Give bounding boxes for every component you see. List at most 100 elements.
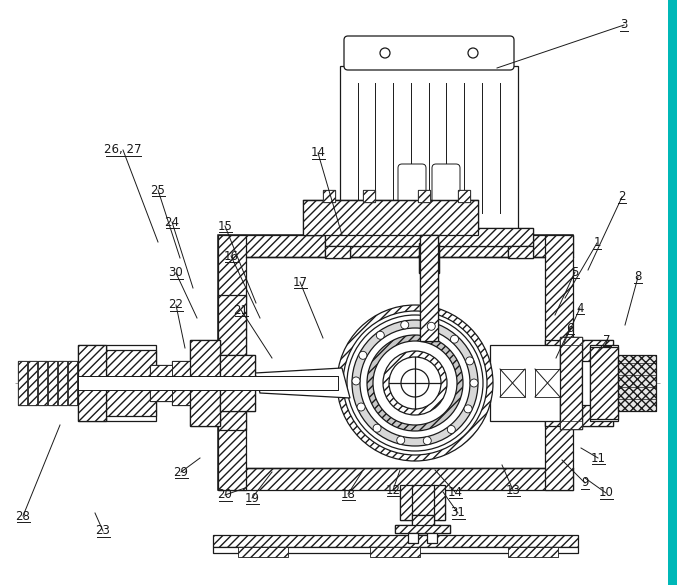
- Text: 13: 13: [506, 483, 521, 497]
- Circle shape: [347, 315, 483, 451]
- Text: 3: 3: [620, 19, 628, 32]
- Bar: [419, 243, 439, 273]
- Circle shape: [343, 311, 487, 455]
- Bar: [668, 0, 677, 585]
- Circle shape: [427, 322, 435, 331]
- Circle shape: [367, 335, 463, 431]
- Bar: [213, 535, 578, 547]
- Circle shape: [468, 48, 478, 58]
- Bar: [68, 361, 77, 405]
- FancyBboxPatch shape: [344, 36, 514, 70]
- Bar: [238, 547, 288, 557]
- Circle shape: [466, 357, 474, 365]
- Bar: [420, 235, 438, 273]
- Circle shape: [337, 305, 493, 461]
- Bar: [508, 246, 533, 258]
- Text: 14: 14: [447, 486, 462, 498]
- Bar: [106, 345, 156, 421]
- Circle shape: [450, 335, 458, 343]
- Circle shape: [360, 328, 470, 438]
- Bar: [106, 350, 156, 416]
- Circle shape: [352, 377, 360, 385]
- Bar: [340, 66, 518, 233]
- Text: 19: 19: [244, 491, 259, 504]
- Bar: [427, 533, 437, 543]
- Bar: [323, 190, 335, 202]
- Bar: [618, 355, 656, 411]
- Bar: [218, 295, 246, 430]
- Bar: [190, 340, 220, 426]
- Bar: [458, 190, 470, 202]
- Bar: [419, 243, 439, 273]
- Bar: [18, 361, 27, 405]
- Circle shape: [464, 405, 472, 413]
- Circle shape: [401, 369, 429, 397]
- Circle shape: [376, 331, 385, 339]
- Bar: [560, 337, 582, 429]
- Bar: [58, 361, 67, 405]
- Bar: [28, 361, 37, 405]
- Bar: [325, 228, 533, 246]
- Circle shape: [397, 436, 405, 444]
- Bar: [190, 340, 220, 426]
- Bar: [535, 369, 560, 397]
- Bar: [325, 228, 533, 246]
- Text: 7: 7: [603, 333, 611, 346]
- Bar: [420, 235, 438, 341]
- Bar: [545, 235, 573, 490]
- Bar: [400, 485, 445, 520]
- Bar: [48, 361, 57, 405]
- Bar: [38, 361, 47, 405]
- Circle shape: [359, 352, 367, 359]
- Text: 26, 27: 26, 27: [104, 143, 141, 157]
- Bar: [500, 369, 525, 397]
- Circle shape: [423, 437, 431, 445]
- Text: 6: 6: [566, 322, 573, 335]
- Bar: [78, 345, 106, 421]
- Text: 9: 9: [582, 477, 589, 490]
- Bar: [150, 365, 172, 401]
- Text: 4: 4: [576, 301, 584, 315]
- Polygon shape: [255, 368, 350, 398]
- Bar: [218, 235, 246, 490]
- Text: 25: 25: [150, 184, 165, 197]
- Bar: [618, 355, 656, 411]
- Bar: [370, 547, 420, 557]
- Text: 15: 15: [217, 219, 232, 232]
- Bar: [560, 337, 582, 345]
- Bar: [363, 190, 375, 202]
- Bar: [48, 361, 57, 405]
- Bar: [458, 190, 470, 202]
- Bar: [220, 355, 255, 411]
- Bar: [325, 246, 350, 258]
- Bar: [220, 355, 255, 411]
- Bar: [420, 235, 438, 341]
- Text: 20: 20: [217, 488, 232, 501]
- Text: 2: 2: [618, 191, 626, 204]
- Text: 22: 22: [169, 298, 183, 311]
- FancyBboxPatch shape: [432, 164, 460, 212]
- Text: 21: 21: [234, 304, 248, 316]
- Bar: [408, 533, 418, 543]
- Bar: [78, 345, 106, 421]
- Bar: [590, 345, 618, 421]
- Bar: [395, 525, 450, 533]
- Circle shape: [352, 320, 478, 446]
- Text: 16: 16: [223, 249, 238, 263]
- Bar: [590, 347, 618, 419]
- Bar: [582, 361, 590, 405]
- FancyBboxPatch shape: [398, 164, 426, 212]
- Bar: [560, 421, 582, 429]
- Bar: [418, 190, 430, 202]
- Text: 8: 8: [634, 270, 642, 284]
- Bar: [420, 235, 438, 273]
- Bar: [172, 361, 190, 405]
- Text: 1: 1: [593, 236, 600, 249]
- Bar: [490, 345, 560, 421]
- Text: 29: 29: [173, 466, 188, 479]
- Bar: [412, 515, 434, 533]
- Text: 30: 30: [169, 267, 183, 280]
- Circle shape: [447, 425, 456, 433]
- Text: 28: 28: [16, 510, 30, 522]
- Bar: [218, 235, 573, 490]
